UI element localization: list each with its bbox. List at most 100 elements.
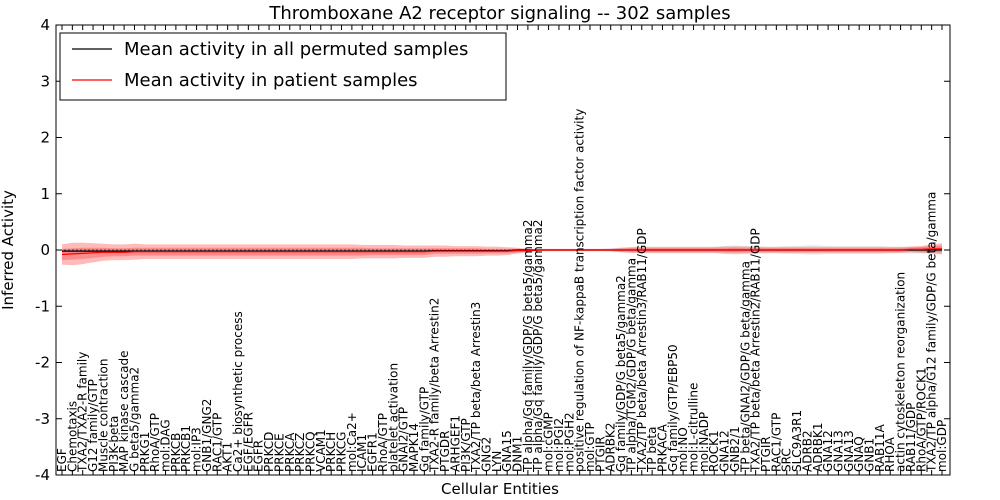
x-tick-label: Gq family/GTP — [417, 387, 431, 472]
x-tick-label: ADRBK2 — [604, 422, 618, 472]
x-tick-label: RhoA/GTP — [148, 413, 162, 472]
x-tick-label: TP beta — [645, 427, 659, 473]
x-tick-label: Gq family/GDP/G beta5/gamma2 — [614, 275, 628, 472]
x-tick-label: GNAI2/GTP — [397, 407, 411, 472]
x-tick-label: GNA15 — [500, 430, 514, 472]
x-tick-label: PTGIR — [593, 436, 607, 472]
y-axis-label: Inferred Activity — [0, 190, 17, 310]
legend-label-patient: Mean activity in patient samples — [124, 70, 418, 91]
x-tick-label: RAC1/GTP — [769, 413, 783, 472]
x-tick-label: G beta5/gamma2 — [128, 367, 142, 472]
x-tick-label: mol:NADP — [697, 412, 711, 472]
x-tick-label: MAP kinase cascade — [117, 351, 131, 472]
x-tick-label: ARHGEF1 — [448, 415, 462, 472]
x-tick-label: PI3K-beta — [107, 416, 121, 472]
x-tick-label: G12 family/GTP — [86, 379, 100, 472]
x-tick-label: TP alpha/TGM2/GDP/G beta/gamma — [624, 258, 638, 473]
x-tick-label: GNB2/1 — [728, 426, 742, 472]
x-tick-label: GNA12 — [718, 430, 732, 472]
x-tick-label: PRKCB1 — [179, 425, 193, 472]
x-tick-label: TP beta/GNAI2/GDP/G beta/gamma — [738, 261, 752, 473]
x-tick-label: GNB1/GNG2 — [200, 399, 214, 472]
x-tick-label: EGF/EGFR — [241, 412, 255, 472]
x-tick-label: SLC9A3R1 — [790, 410, 804, 472]
x-tick-label: MAPK14 — [407, 423, 421, 472]
x-tick-label: PTGIR — [759, 436, 773, 472]
x-tick-label: TXA2/TXA2-R family — [76, 352, 90, 473]
x-tick-label: mol:Ca2+ — [345, 412, 359, 472]
x-tick-label: mol:NO — [676, 427, 690, 472]
x-tick-label: TP alpha/Gq family/GDP/G beta5/gamma2 — [531, 219, 545, 473]
x-tick-label: EGF — [55, 448, 69, 472]
x-tick-label: GNA12 — [821, 430, 835, 472]
x-tick-label: PRKACA — [656, 423, 670, 472]
x-tick-label: Ca2+ biosynthetic process — [231, 311, 245, 472]
x-axis-ticks — [61, 25, 943, 475]
x-tick-label: PRKCG — [335, 432, 349, 472]
x-tick-label: actin cytoskeleton reorganization — [894, 272, 908, 472]
x-tick-label: TXA2/TP beta/beta Arrestin3 — [469, 302, 483, 473]
x-tick-label: mol:GTP — [583, 422, 597, 472]
x-tick-label: AKT1 — [221, 442, 235, 472]
x-tick-label: GNAQ — [852, 436, 866, 472]
x-tick-label: Muscle contraction — [96, 359, 110, 472]
x-tick-label: mol:DAG — [159, 419, 173, 472]
x-tick-label: mol:IP3 — [190, 427, 204, 472]
x-tick-label: GNG2 — [480, 437, 494, 472]
x-tick-label: mol:PGH2 — [562, 412, 576, 472]
plot-frame — [55, 24, 951, 476]
y-tick-label: 1 — [40, 185, 50, 203]
x-axis-label: Cellular Entities — [441, 480, 559, 498]
x-tick-label: PRKCQ — [304, 431, 318, 472]
x-tick-label: VCAM1 — [314, 429, 328, 472]
x-tick-label: PTGDR — [438, 431, 452, 472]
y-tick-label: 2 — [40, 129, 50, 147]
y-tick-label: -3 — [35, 410, 50, 428]
x-tick-label: DNM1 — [511, 436, 525, 472]
y-tick-label: 4 — [40, 16, 50, 34]
x-tick-label: platelet activation — [386, 363, 400, 472]
x-tick-label: PRKCB — [169, 433, 183, 472]
x-tick-label: PI3K/GTP — [459, 418, 473, 472]
x-tick-label: RAC1/GTP — [210, 413, 224, 472]
x-tick-label: GNA13 — [842, 430, 856, 472]
x-tick-label: PRKCZ — [293, 433, 307, 472]
y-tick-label: -1 — [35, 297, 50, 315]
x-tick-label: ADRBK1 — [811, 422, 825, 472]
patient-mean-line — [61, 248, 942, 256]
y-tick-label: -2 — [35, 354, 50, 372]
patient-band-inner — [62, 245, 942, 261]
series-lines — [61, 248, 942, 256]
x-tick-label: mol:PGI2 — [552, 418, 566, 472]
x-tick-label: TXA2-R family/beta Arrestin2 — [428, 298, 442, 473]
x-tick-label: RAB11/GDP — [904, 403, 918, 472]
x-tick-label: PRKG1 — [138, 432, 152, 472]
legend-box — [59, 32, 507, 101]
x-tick-label: PRKCA — [283, 432, 297, 472]
x-tick-label: EGFR — [252, 440, 266, 472]
x-tick-label: TXA2/TP beta/beta Arrestin2/RAB11/GDP — [749, 228, 763, 473]
y-tick-label: -4 — [35, 466, 50, 484]
y-axis-ticks: -4 -3 -2 -1 0 1 2 3 4 — [35, 16, 950, 484]
x-tick-label: ROCK1 — [707, 430, 721, 472]
x-tick-label: TXA2/TP beta/beta Arrestin3/RAB11/GDP — [635, 228, 649, 473]
x-tick-label: PRKCD — [262, 432, 276, 472]
x-tick-label: SRC — [780, 448, 794, 472]
x-tick-label: mol:GDP — [935, 420, 949, 472]
y-tick-label: 0 — [40, 241, 50, 259]
x-tick-label: ADRB2 — [800, 430, 814, 472]
x-tick-label: PRKCH — [324, 432, 338, 472]
x-tick-label: RhoA/GTP/ROCK1 — [914, 367, 928, 472]
legend-label-permuted: Mean activity in all permuted samples — [124, 39, 468, 60]
x-tick-label: GNA13 — [832, 430, 846, 472]
x-tick-label: EGFR1 — [366, 432, 380, 472]
x-tick-label: mol:cGMP — [542, 412, 556, 472]
x-tick-label: RHOA — [883, 436, 897, 472]
x-tick-label: mol:L-citrulline — [687, 383, 701, 472]
chart-title: Thromboxane A2 receptor signaling -- 302… — [268, 3, 730, 24]
x-tick-label: TXA2/TP alpha/G12 family/GDP/G beta/gamm… — [925, 192, 939, 473]
x-tick-label: LYN — [490, 451, 504, 472]
x-tick-label: Gq family/GTP/EBP50 — [666, 344, 680, 472]
